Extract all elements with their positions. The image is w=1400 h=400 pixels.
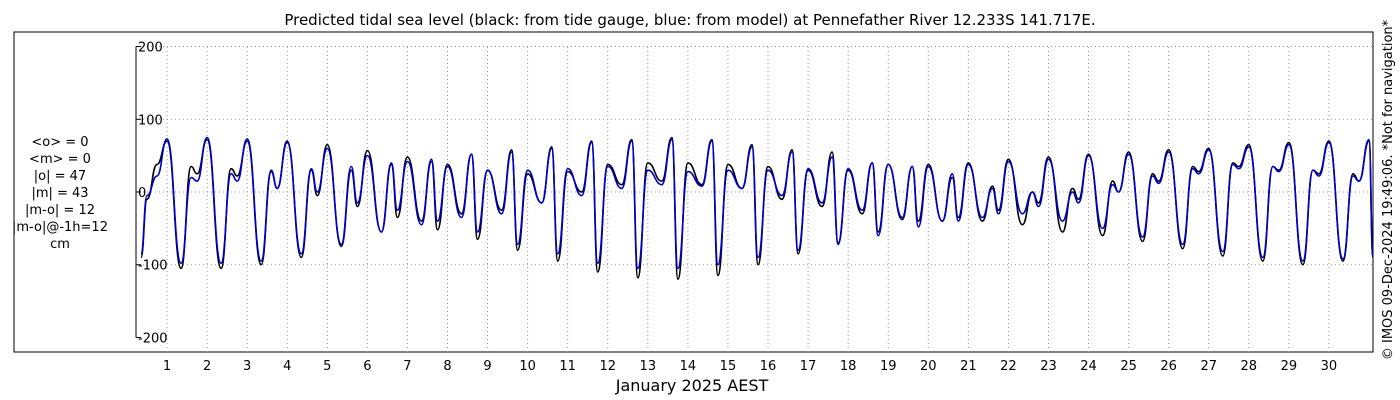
stat-units: cm xyxy=(50,237,70,252)
x-tick-label: 16 xyxy=(760,359,777,374)
x-tick-label: 5 xyxy=(323,359,331,374)
x-tick-label: 21 xyxy=(960,359,977,374)
y-tick-label: 100 xyxy=(138,113,163,128)
x-tick-label: 10 xyxy=(519,359,536,374)
stat-abs-model: |m| = 43 xyxy=(31,186,88,201)
x-tick-label: 4 xyxy=(283,359,291,374)
x-tick-label: 25 xyxy=(1120,359,1137,374)
x-axis: 1 2 3 4 5 6 7 8 9 10 11 12 13 14 15 16 17 18 19 20 21 22 23 24 2… xyxy=(163,359,1337,374)
x-tick-label: 27 xyxy=(1200,359,1217,374)
x-tick-label: 2 xyxy=(203,359,211,374)
x-tick-label: 3 xyxy=(243,359,251,374)
y-tick-label: -200 xyxy=(138,331,168,346)
x-tick-label: 28 xyxy=(1241,359,1258,374)
stats-block: <o> = 0 <m> = 0 |o| = 47 |m| = 43 |m-o| … xyxy=(12,135,108,252)
side-note: © IMOS 09-Dec-2024 19:49:06. *Not for na… xyxy=(1381,19,1396,360)
x-tick-label: 1 xyxy=(163,359,171,374)
x-tick-label: 17 xyxy=(800,359,817,374)
grid xyxy=(139,46,1373,352)
x-tick-label: 9 xyxy=(483,359,491,374)
x-tick-label: 24 xyxy=(1080,359,1097,374)
x-tick-label: 29 xyxy=(1281,359,1298,374)
x-tick-label: 13 xyxy=(640,359,657,374)
y-tick-label: 0 xyxy=(138,186,146,201)
stat-abs-diff-lag: |m-o|@-1h=12 xyxy=(12,220,108,235)
y-axis: -200 -100 0 100 200 xyxy=(135,41,168,346)
x-tick-label: 22 xyxy=(1000,359,1017,374)
x-axis-label: January 2025 AEST xyxy=(615,376,769,395)
stat-abs-diff: |m-o| = 12 xyxy=(25,203,95,218)
x-tick-label: 18 xyxy=(840,359,857,374)
x-tick-label: 7 xyxy=(403,359,411,374)
plot-frame xyxy=(13,31,1374,353)
y-tick-label: -100 xyxy=(138,259,168,274)
y-tick-label: 200 xyxy=(138,41,163,56)
x-tick-label: 30 xyxy=(1321,359,1338,374)
stat-mean-obs: <o> = 0 xyxy=(31,135,88,150)
stat-abs-obs: |o| = 47 xyxy=(34,169,86,184)
x-tick-label: 8 xyxy=(443,359,451,374)
x-tick-label: 23 xyxy=(1040,359,1057,374)
x-tick-label: 20 xyxy=(920,359,937,374)
x-tick-label: 12 xyxy=(599,359,616,374)
x-tick-label: 15 xyxy=(720,359,737,374)
chart-title: Predicted tidal sea level (black: from t… xyxy=(284,11,1095,29)
x-tick-label: 11 xyxy=(559,359,576,374)
x-tick-label: 26 xyxy=(1160,359,1177,374)
x-tick-label: 6 xyxy=(363,359,371,374)
x-tick-label: 14 xyxy=(680,359,697,374)
series-line-model xyxy=(140,136,1374,270)
series-group xyxy=(140,136,1374,281)
x-tick-label: 19 xyxy=(880,359,897,374)
stat-mean-model: <m> = 0 xyxy=(29,152,91,167)
